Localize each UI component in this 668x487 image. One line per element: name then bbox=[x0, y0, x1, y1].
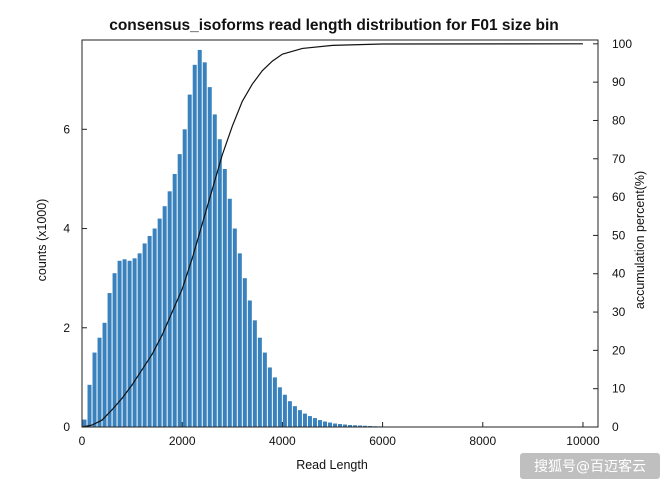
y-tick-label-2: 4 bbox=[63, 222, 70, 236]
bar-30 bbox=[232, 228, 237, 427]
y2-tick-label-2: 20 bbox=[612, 343, 626, 357]
x-tick-label-5: 10000 bbox=[566, 434, 600, 448]
x-tick-label-4: 8000 bbox=[469, 434, 496, 448]
bar-5 bbox=[107, 293, 112, 427]
bar-6 bbox=[112, 273, 117, 427]
y-axis-left-label: counts (x1000) bbox=[35, 199, 49, 282]
bar-32 bbox=[242, 278, 247, 427]
y-axis-right-ticks: 0 10 20 30 40 50 60 70 80 90 100 bbox=[593, 37, 632, 434]
bar-19 bbox=[177, 154, 182, 427]
bar-14 bbox=[152, 228, 157, 427]
y-axis-left-ticks: 0 2 4 6 bbox=[63, 122, 87, 434]
y2-tick-label-10: 100 bbox=[612, 37, 632, 51]
bar-42 bbox=[292, 406, 297, 427]
x-tick-label-0: 0 bbox=[79, 434, 86, 448]
bar-31 bbox=[237, 253, 242, 427]
bar-3 bbox=[97, 337, 102, 427]
bar-1 bbox=[87, 384, 92, 427]
bar-25 bbox=[207, 87, 212, 427]
bar-11 bbox=[137, 253, 142, 427]
bar-41 bbox=[287, 401, 292, 427]
x-axis-label: Read Length bbox=[296, 458, 368, 472]
bar-27 bbox=[217, 139, 222, 427]
cumulative-line bbox=[81, 43, 583, 428]
bar-38 bbox=[272, 377, 277, 427]
watermark-text: 搜狐号@百迈客云 bbox=[534, 458, 646, 475]
bar-33 bbox=[247, 300, 252, 427]
y2-tick-label-3: 30 bbox=[612, 305, 626, 319]
y2-tick-label-9: 90 bbox=[612, 75, 626, 89]
bar-47 bbox=[317, 420, 322, 427]
x-axis-ticks: 0 2000 4000 6000 8000 10000 bbox=[79, 422, 600, 448]
y2-tick-label-1: 10 bbox=[612, 382, 626, 396]
bar-40 bbox=[282, 394, 287, 427]
bar-49 bbox=[327, 422, 332, 427]
bar-36 bbox=[262, 352, 267, 427]
y2-tick-label-0: 0 bbox=[612, 420, 619, 434]
watermark-backdrop bbox=[520, 453, 660, 479]
bar-48 bbox=[322, 421, 327, 427]
x-tick-label-3: 6000 bbox=[369, 434, 396, 448]
bar-35 bbox=[257, 337, 262, 427]
y-tick-label-0: 0 bbox=[63, 420, 70, 434]
histogram-bars bbox=[82, 49, 423, 428]
bar-26 bbox=[212, 114, 217, 427]
y-tick-label-1: 2 bbox=[63, 321, 70, 335]
plot-frame bbox=[81, 39, 599, 428]
bar-52 bbox=[343, 424, 348, 427]
bar-8 bbox=[122, 259, 127, 427]
bar-10 bbox=[132, 258, 137, 427]
bar-28 bbox=[222, 169, 227, 427]
bar-39 bbox=[277, 387, 282, 427]
x-tick-label-2: 4000 bbox=[269, 434, 296, 448]
y2-tick-label-6: 60 bbox=[612, 190, 626, 204]
bar-18 bbox=[172, 173, 177, 427]
bar-44 bbox=[302, 413, 307, 427]
bar-9 bbox=[127, 260, 132, 427]
bar-22 bbox=[192, 64, 197, 428]
bar-54 bbox=[353, 425, 358, 427]
bar-12 bbox=[142, 243, 147, 427]
y2-tick-label-5: 50 bbox=[612, 228, 626, 242]
bar-4 bbox=[102, 322, 107, 427]
bar-53 bbox=[348, 425, 353, 427]
bar-56 bbox=[363, 425, 368, 427]
bar-34 bbox=[252, 320, 257, 427]
bar-2 bbox=[92, 352, 97, 427]
bar-50 bbox=[332, 423, 337, 427]
bar-13 bbox=[147, 235, 152, 427]
y-axis-right-label: accumulation percent(%) bbox=[633, 171, 647, 309]
bar-21 bbox=[187, 94, 192, 428]
bar-24 bbox=[202, 62, 207, 427]
x-tick-label-1: 2000 bbox=[169, 434, 196, 448]
chart-title: consensus_isoforms read length distribut… bbox=[109, 17, 559, 34]
y2-tick-label-7: 70 bbox=[612, 152, 626, 166]
bar-0 bbox=[82, 419, 87, 427]
bar-55 bbox=[358, 425, 363, 427]
bar-20 bbox=[182, 129, 187, 428]
y-tick-label-3: 6 bbox=[63, 122, 70, 136]
bar-43 bbox=[297, 410, 302, 427]
bar-51 bbox=[337, 424, 343, 427]
y2-tick-label-4: 40 bbox=[612, 267, 626, 281]
bar-45 bbox=[307, 416, 312, 427]
bar-17 bbox=[167, 191, 172, 427]
bar-29 bbox=[227, 198, 232, 427]
y2-tick-label-8: 80 bbox=[612, 113, 626, 127]
bar-7 bbox=[117, 260, 122, 427]
bar-16 bbox=[162, 206, 167, 427]
bar-37 bbox=[267, 367, 272, 427]
bar-46 bbox=[312, 418, 317, 427]
bar-23 bbox=[197, 49, 202, 428]
bar-15 bbox=[157, 218, 162, 427]
